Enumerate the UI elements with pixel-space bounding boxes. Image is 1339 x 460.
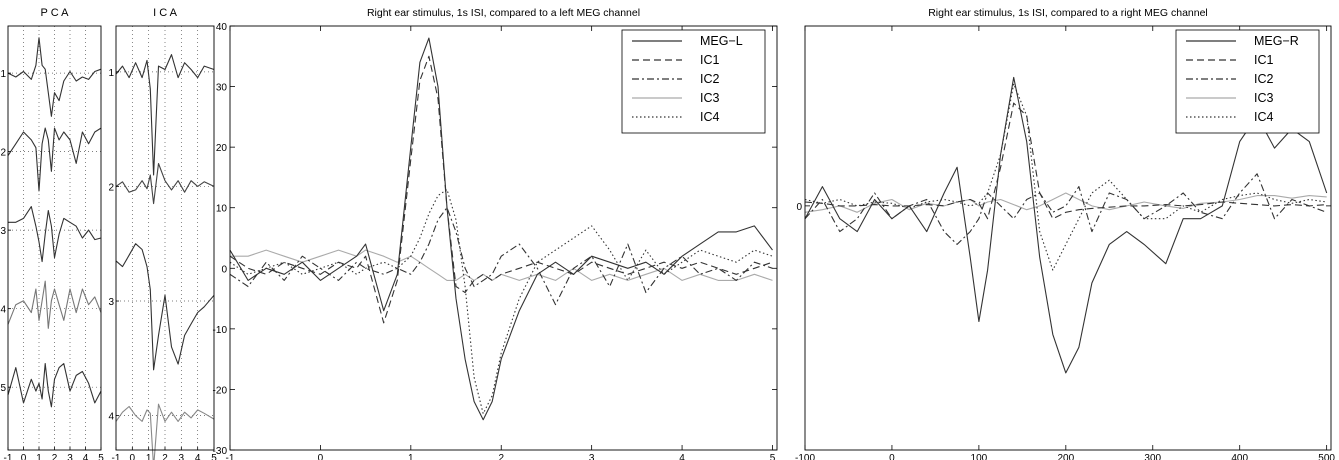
chart-3-legend-label-3: IC3 — [1254, 91, 1274, 105]
chart-2-ytick-label: -30 — [213, 446, 228, 457]
chart-3-xtick-label: 300 — [1144, 453, 1161, 460]
chart-1-ytick-label: 2 — [108, 182, 114, 193]
chart-0-xtick-label: 4 — [83, 453, 89, 460]
chart-1-xtick-label: 4 — [195, 453, 201, 460]
chart-0-ytick-label: 3 — [0, 226, 6, 237]
chart-1-title: I C A — [153, 7, 178, 19]
chart-2-ytick-label: 40 — [216, 22, 228, 33]
chart-0-ytick-label: 2 — [0, 148, 6, 159]
chart-1-series-1 — [115, 162, 215, 205]
chart-0-ytick-label: 5 — [0, 383, 6, 394]
chart-1-series-0 — [115, 54, 215, 176]
chart-0-series-2 — [8, 206, 102, 263]
chart-2-xtick-label: 5 — [770, 453, 776, 460]
chart-2-frame — [229, 25, 778, 451]
chart-2-series-0 — [229, 37, 773, 421]
chart-0-plot — [7, 26, 102, 450]
chart-2-legend-label-0: MEG−L — [700, 34, 743, 48]
chart-3-xtick-label: 400 — [1231, 453, 1248, 460]
chart-3-ytick-label: 0 — [796, 202, 802, 213]
chart-2-xtick-label: 2 — [498, 453, 504, 460]
chart-2-legend-label-3: IC3 — [700, 91, 720, 105]
chart-1-series-2 — [115, 243, 215, 371]
chart-1-xtick-label: 1 — [146, 453, 152, 460]
chart-2-legend-label-4: IC4 — [700, 110, 720, 124]
chart-0-xtick-label: 5 — [98, 453, 104, 460]
chart-2-ytick-label: -20 — [213, 385, 228, 396]
chart-2-ytick-label: -10 — [213, 325, 228, 336]
chart-3-frame — [804, 25, 1332, 451]
chart-1-xtick-label: 0 — [130, 453, 136, 460]
chart-0-ytick-label: 1 — [0, 69, 6, 80]
chart-3-title: Right ear stimulus, 1s ISI, compared to … — [928, 7, 1208, 19]
chart-2-legend-box — [621, 29, 766, 134]
chart-3-series-0 — [804, 76, 1328, 374]
chart-1-ytick-label: 3 — [108, 297, 114, 308]
chart-2-series-1 — [229, 55, 773, 324]
chart-1-frame — [115, 25, 215, 451]
chart-2-ytick-label: 20 — [216, 143, 228, 154]
chart-2-xtick-label: 1 — [408, 453, 414, 460]
chart-2-xtick-label: 3 — [589, 453, 595, 460]
chart-0-xtick-label: 2 — [52, 453, 58, 460]
chart-2-ytick-label: 0 — [221, 264, 227, 275]
chart-0-frame — [7, 25, 102, 451]
chart-3-legend: MEG−R IC1 IC2 IC3 IC4 — [1175, 29, 1320, 134]
chart-3-xtick-label: 200 — [1057, 453, 1074, 460]
chart-2-ytick-label: 10 — [216, 204, 228, 215]
chart-0-xtick-label: 0 — [21, 453, 27, 460]
chart-0-xtick-label: -1 — [4, 453, 13, 460]
chart-1-series-3 — [115, 403, 215, 460]
chart-2-xtick-label: 0 — [318, 453, 324, 460]
chart-2-xtick-label: -1 — [226, 453, 235, 460]
chart-0-ytick-label: 4 — [0, 305, 6, 316]
chart-3-series-1 — [804, 102, 1327, 220]
chart-3-xtick-label: 500 — [1318, 453, 1335, 460]
chart-3-xtick-label: 0 — [889, 453, 895, 460]
chart-1-xtick-label: -1 — [112, 453, 121, 460]
chart-2-legend-label-2: IC2 — [700, 72, 720, 86]
chart-3-legend-label-0: MEG−R — [1254, 34, 1299, 48]
chart-2-series-4 — [229, 188, 773, 415]
chart-2-series-2 — [229, 207, 773, 306]
chart-1-plot — [115, 26, 215, 460]
chart-0-xtick-label: 1 — [36, 453, 42, 460]
chart-2-title: Right ear stimulus, 1s ISI, compared to … — [367, 7, 640, 19]
chart-3-legend-box — [1175, 29, 1320, 134]
chart-2-xtick-label: 4 — [679, 453, 685, 460]
chart-2-ytick-label: 30 — [216, 83, 228, 94]
chart-2-legend-label-1: IC1 — [700, 53, 720, 67]
chart-1-xtick-label: 3 — [179, 453, 185, 460]
chart-3-legend-label-1: IC1 — [1254, 53, 1274, 67]
chart-0-series-4 — [7, 363, 102, 408]
chart-0-title: P C A — [41, 7, 70, 19]
chart-0-series-3 — [7, 280, 102, 329]
chart-0-xtick-label: 3 — [67, 453, 73, 460]
chart-3-xtick-label: -100 — [795, 453, 815, 460]
chart-3-series-4 — [804, 83, 1327, 271]
chart-1-xtick-label: 2 — [162, 453, 168, 460]
chart-3-series-3 — [804, 192, 1327, 213]
chart-0-series-1 — [7, 127, 102, 192]
chart-2-plot — [229, 25, 777, 451]
chart-1-ytick-label: 4 — [108, 412, 114, 423]
chart-2-legend: MEG−L IC1 IC2 IC3 IC4 — [621, 29, 766, 134]
chart-3-legend-label-2: IC2 — [1254, 72, 1274, 86]
chart-1-ytick-label: 1 — [108, 68, 114, 79]
chart-3-plot — [804, 26, 1331, 450]
chart-3-xtick-label: 100 — [971, 453, 988, 460]
chart-1-xtick-label: 5 — [211, 453, 217, 460]
chart-0-series-0 — [7, 37, 102, 117]
chart-3-legend-label-4: IC4 — [1254, 110, 1274, 124]
